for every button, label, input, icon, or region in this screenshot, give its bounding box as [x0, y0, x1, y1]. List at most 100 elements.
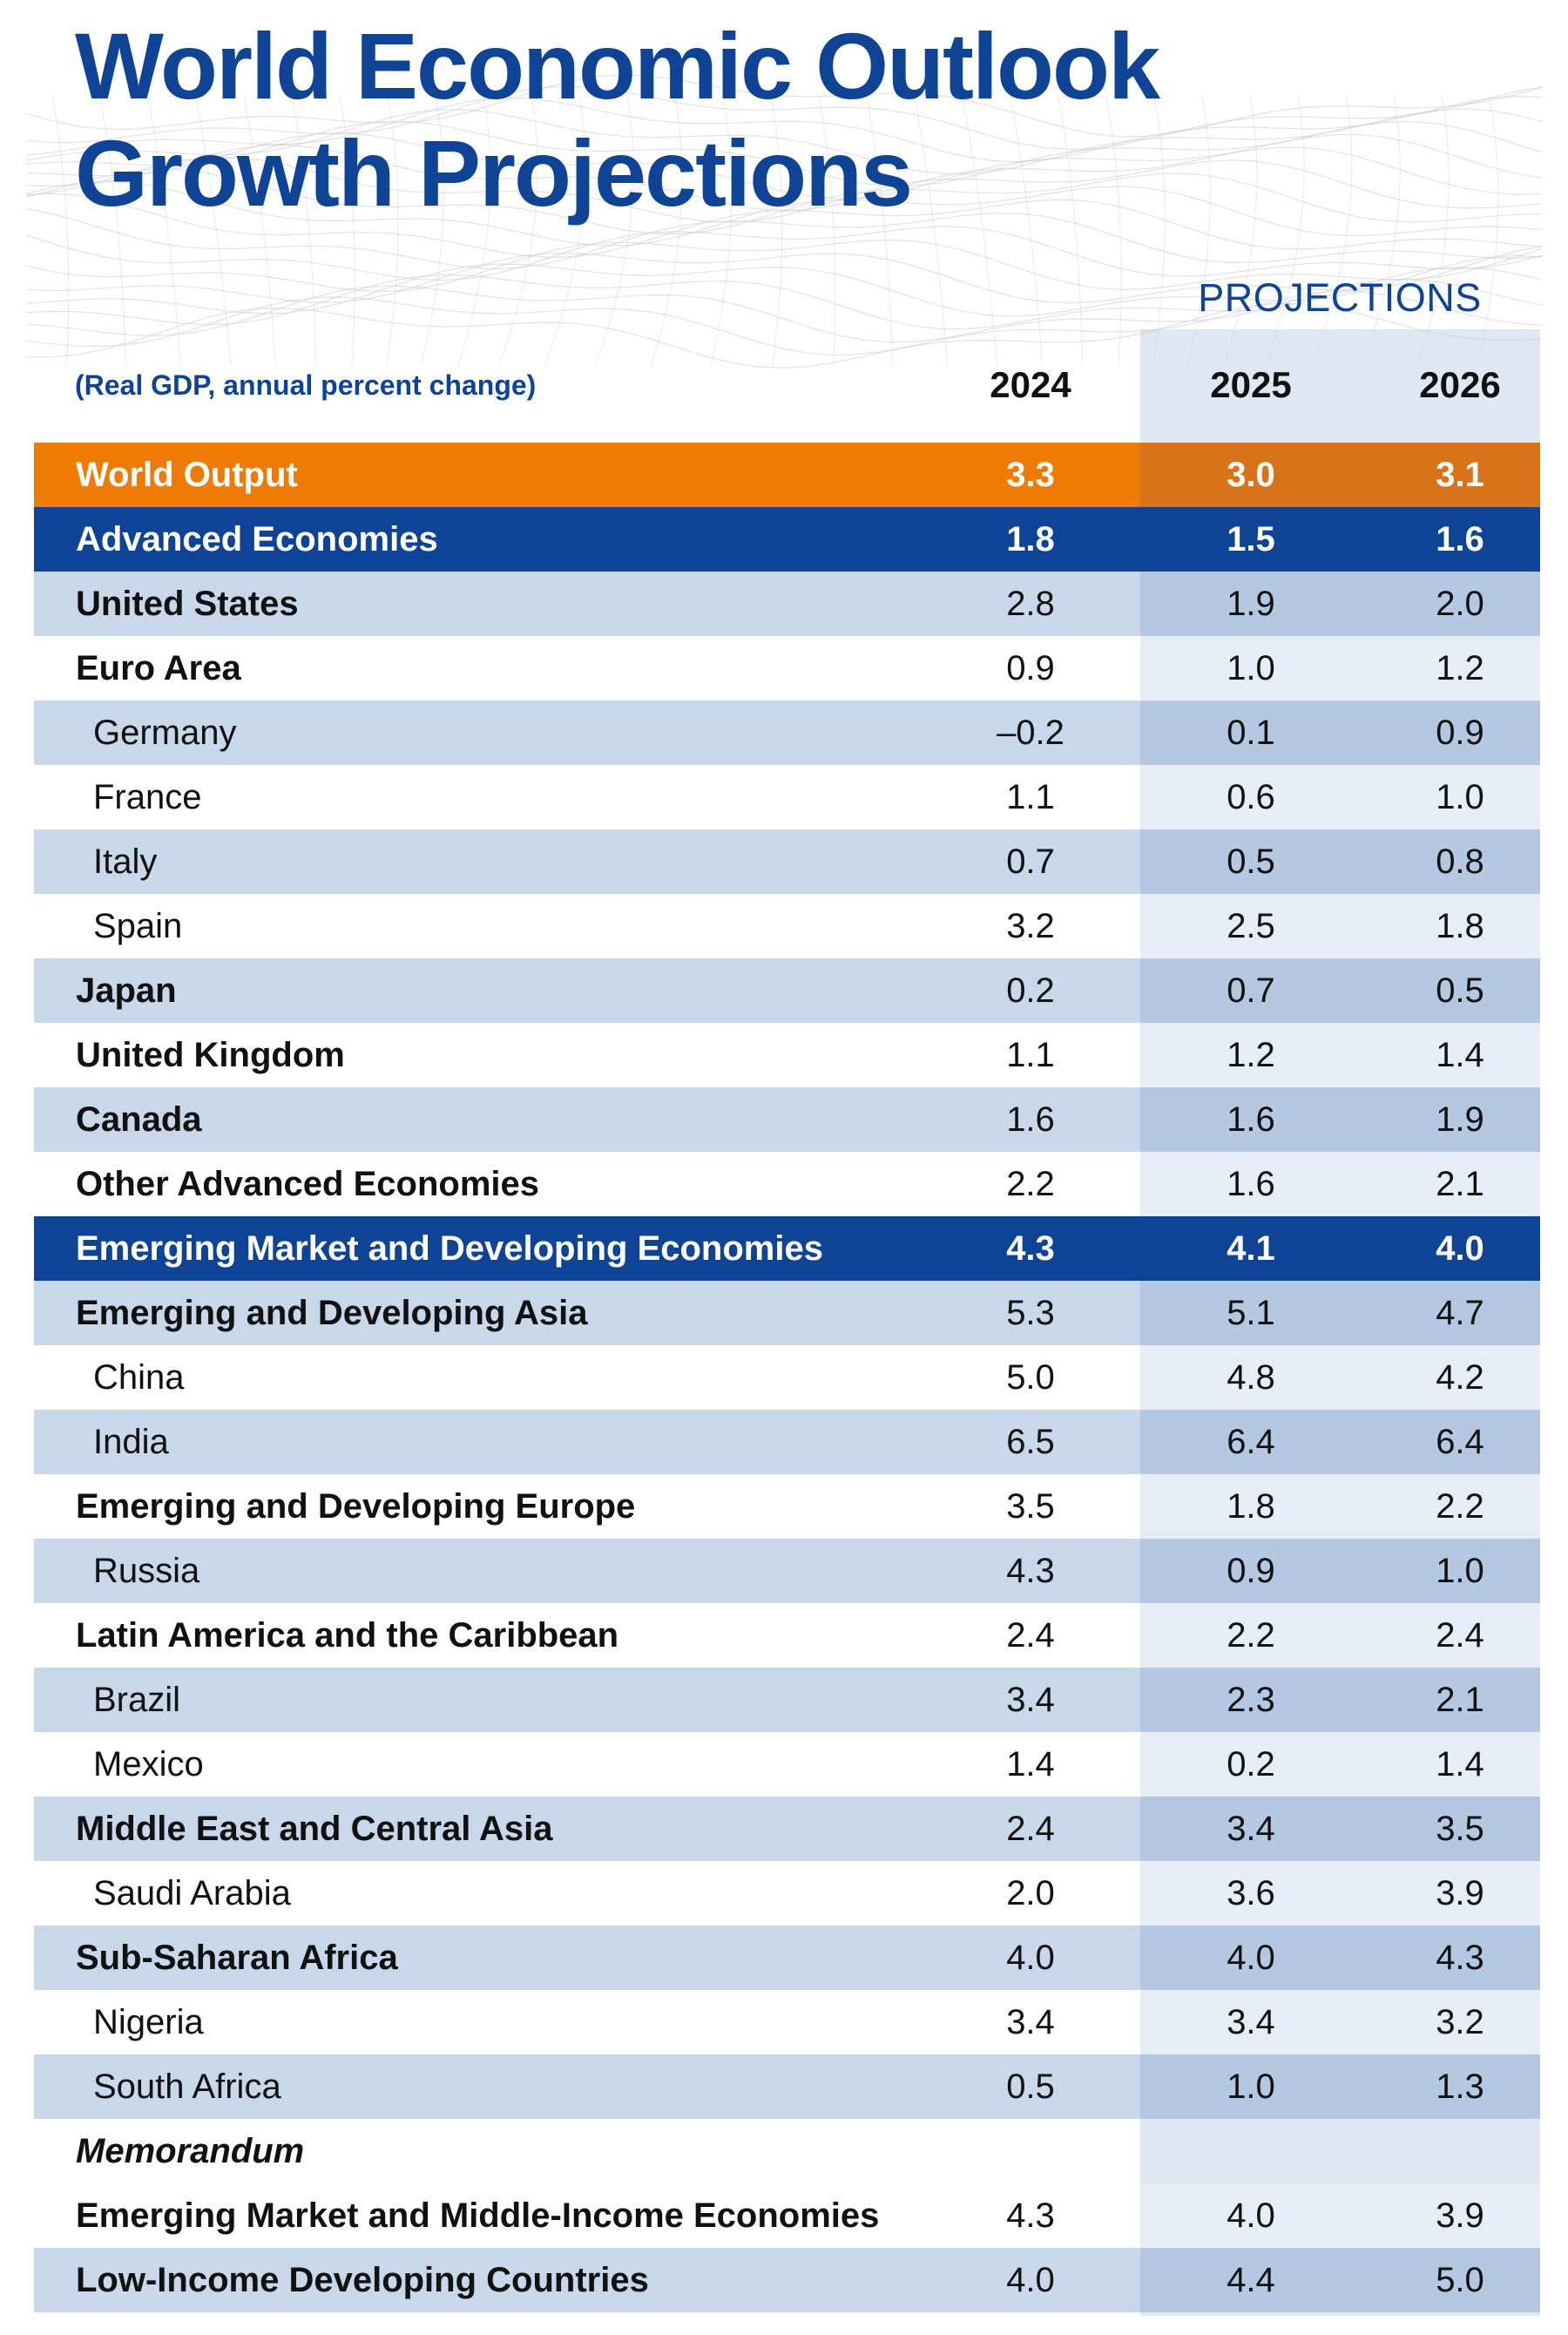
- value-cell-2025: 4.0: [1227, 1939, 1275, 1977]
- mesh-line: [25, 156, 1543, 223]
- value-cell-2025: 2.3: [1227, 1681, 1275, 1719]
- year-header-2024: 2024: [990, 364, 1071, 405]
- mesh-line: [243, 95, 276, 367]
- table-row: Japan 0.2 0.7 0.5: [34, 958, 1540, 1023]
- mesh-line: [25, 302, 1543, 369]
- value-cell-2026: 3.1: [1436, 456, 1484, 494]
- row-label: United Kingdom: [76, 1036, 345, 1074]
- value-cell-2024: 2.0: [1006, 1874, 1055, 1912]
- mesh-line: [291, 95, 316, 367]
- table-row: Advanced Economies 1.8 1.5 1.6: [34, 507, 1540, 572]
- projection-cell-shade: [1140, 1281, 1540, 1345]
- mesh-line: [25, 239, 1543, 292]
- table-row: Italy 0.7 0.5 0.8: [34, 829, 1540, 894]
- value-cell-2025: 4.0: [1227, 2196, 1275, 2235]
- value-cell-2025: 1.6: [1227, 1165, 1275, 1203]
- mesh-line: [710, 95, 733, 367]
- mesh-line: [25, 85, 1543, 151]
- projection-cell-shade: [1140, 700, 1540, 765]
- row-label: Italy: [93, 843, 158, 881]
- value-cell-2026: 0.5: [1436, 971, 1484, 1010]
- value-cell-2025: 4.1: [1227, 1229, 1275, 1268]
- projection-cell-shade: [1140, 1087, 1540, 1152]
- value-cell-2026: 1.4: [1436, 1745, 1484, 1783]
- value-cell-2025: 0.2: [1227, 1745, 1275, 1783]
- mesh-line: [25, 254, 1543, 317]
- mesh-line: [595, 95, 634, 367]
- table-row: China 5.0 4.8 4.2: [34, 1345, 1540, 1410]
- value-cell-2026: 2.4: [1436, 1616, 1484, 1655]
- table-row: Brazil 3.4 2.3 2.1: [34, 1668, 1540, 1732]
- row-label: Brazil: [93, 1681, 181, 1719]
- mesh-line: [1058, 95, 1083, 367]
- row-label: Japan: [76, 971, 177, 1010]
- mesh-line: [1186, 95, 1211, 367]
- value-cell-2025: 3.0: [1227, 456, 1275, 494]
- mesh-line: [25, 180, 1543, 247]
- projection-cell-shade: [1140, 829, 1540, 894]
- row-label: United States: [76, 585, 299, 623]
- value-cell-2024: 4.3: [1006, 2196, 1055, 2235]
- table-row: Euro Area 0.9 1.0 1.2: [34, 636, 1540, 700]
- value-cell-2025: 3.4: [1227, 2003, 1275, 2041]
- mesh-line: [866, 95, 893, 367]
- mesh-line: [25, 208, 1543, 270]
- mesh-line: [25, 95, 1543, 163]
- value-cell-2026: 0.8: [1436, 843, 1484, 881]
- mesh-line: [25, 290, 1543, 356]
- table-row: Memorandum: [34, 2119, 1540, 2183]
- value-cell-2026: 1.0: [1436, 778, 1484, 816]
- row-label: Emerging and Developing Europe: [76, 1487, 636, 1526]
- mesh-line: [818, 95, 836, 367]
- row-label: World Output: [76, 456, 298, 494]
- mesh-line: [1265, 95, 1305, 367]
- value-cell-2025: 1.8: [1227, 1487, 1275, 1526]
- projection-cell-shade: [1140, 1216, 1540, 1281]
- value-cell-2024: 0.9: [1006, 649, 1055, 687]
- value-cell-2026: 2.1: [1436, 1165, 1484, 1203]
- value-cell-2026: 6.4: [1436, 1423, 1484, 1461]
- value-cell-2026: 2.2: [1436, 1487, 1484, 1526]
- projection-cell-shade: [1140, 1152, 1540, 1216]
- projection-cell-shade: [1140, 572, 1540, 636]
- table-row: Emerging and Developing Asia 5.3 5.1 4.7: [34, 1281, 1540, 1345]
- value-cell-2024: 4.0: [1006, 1939, 1055, 1977]
- value-cell-2026: 1.8: [1436, 907, 1484, 945]
- projection-cell-shade: [1140, 2119, 1540, 2183]
- value-cell-2026: 3.9: [1436, 1874, 1484, 1912]
- value-cell-2025: 2.5: [1227, 907, 1275, 945]
- value-cell-2024: 2.2: [1006, 1165, 1055, 1203]
- table-row: Mexico 1.4 0.2 1.4: [34, 1732, 1540, 1797]
- value-cell-2025: 0.9: [1227, 1552, 1275, 1590]
- growth-projections-table: World Output 3.3 3.0 3.1 Advanced Economies 1…: [34, 443, 1540, 2312]
- value-cell-2026: 4.2: [1436, 1358, 1484, 1397]
- table-row: Middle East and Central Asia 2.4 3.4 3.5: [34, 1797, 1540, 1861]
- projection-cell-shade: [1140, 443, 1540, 507]
- table-row: Latin America and the Caribbean 2.4 2.2 2.4: [34, 1603, 1540, 1668]
- value-cell-2026: 0.9: [1436, 714, 1484, 752]
- table-row: Emerging and Developing Europe 3.5 1.8 2.2: [34, 1474, 1540, 1539]
- projection-cell-shade: [1140, 1023, 1540, 1087]
- table-row: South Africa 0.5 1.0 1.3: [34, 2054, 1540, 2119]
- table-row: Emerging Market and Developing Economies…: [34, 1216, 1540, 1281]
- row-label: Spain: [93, 907, 183, 945]
- value-cell-2026: 1.2: [1436, 649, 1484, 687]
- projection-cell-shade: [1140, 958, 1540, 1023]
- row-label: Advanced Economies: [76, 520, 438, 558]
- value-cell-2026: 1.9: [1436, 1100, 1484, 1139]
- row-label: China: [93, 1358, 185, 1397]
- table-row: Russia 4.3 0.9 1.0: [34, 1539, 1540, 1603]
- page-title-line-2: Growth Projections: [75, 120, 913, 226]
- mesh-line: [147, 95, 181, 367]
- value-cell-2024: 4.3: [1006, 1229, 1055, 1268]
- projection-cell-shade: [1140, 2183, 1540, 2248]
- row-label: Low-Income Developing Countries: [76, 2261, 649, 2299]
- value-cell-2025: 1.9: [1227, 585, 1275, 623]
- row-label: Germany: [93, 714, 237, 752]
- value-cell-2026: 3.5: [1436, 1810, 1484, 1848]
- value-cell-2024: 0.2: [1006, 971, 1055, 1010]
- value-cell-2025: 6.4: [1227, 1423, 1275, 1461]
- value-cell-2024: 1.1: [1006, 1036, 1055, 1074]
- year-header-2025: 2025: [1210, 364, 1292, 405]
- value-cell-2024: 3.3: [1006, 456, 1055, 494]
